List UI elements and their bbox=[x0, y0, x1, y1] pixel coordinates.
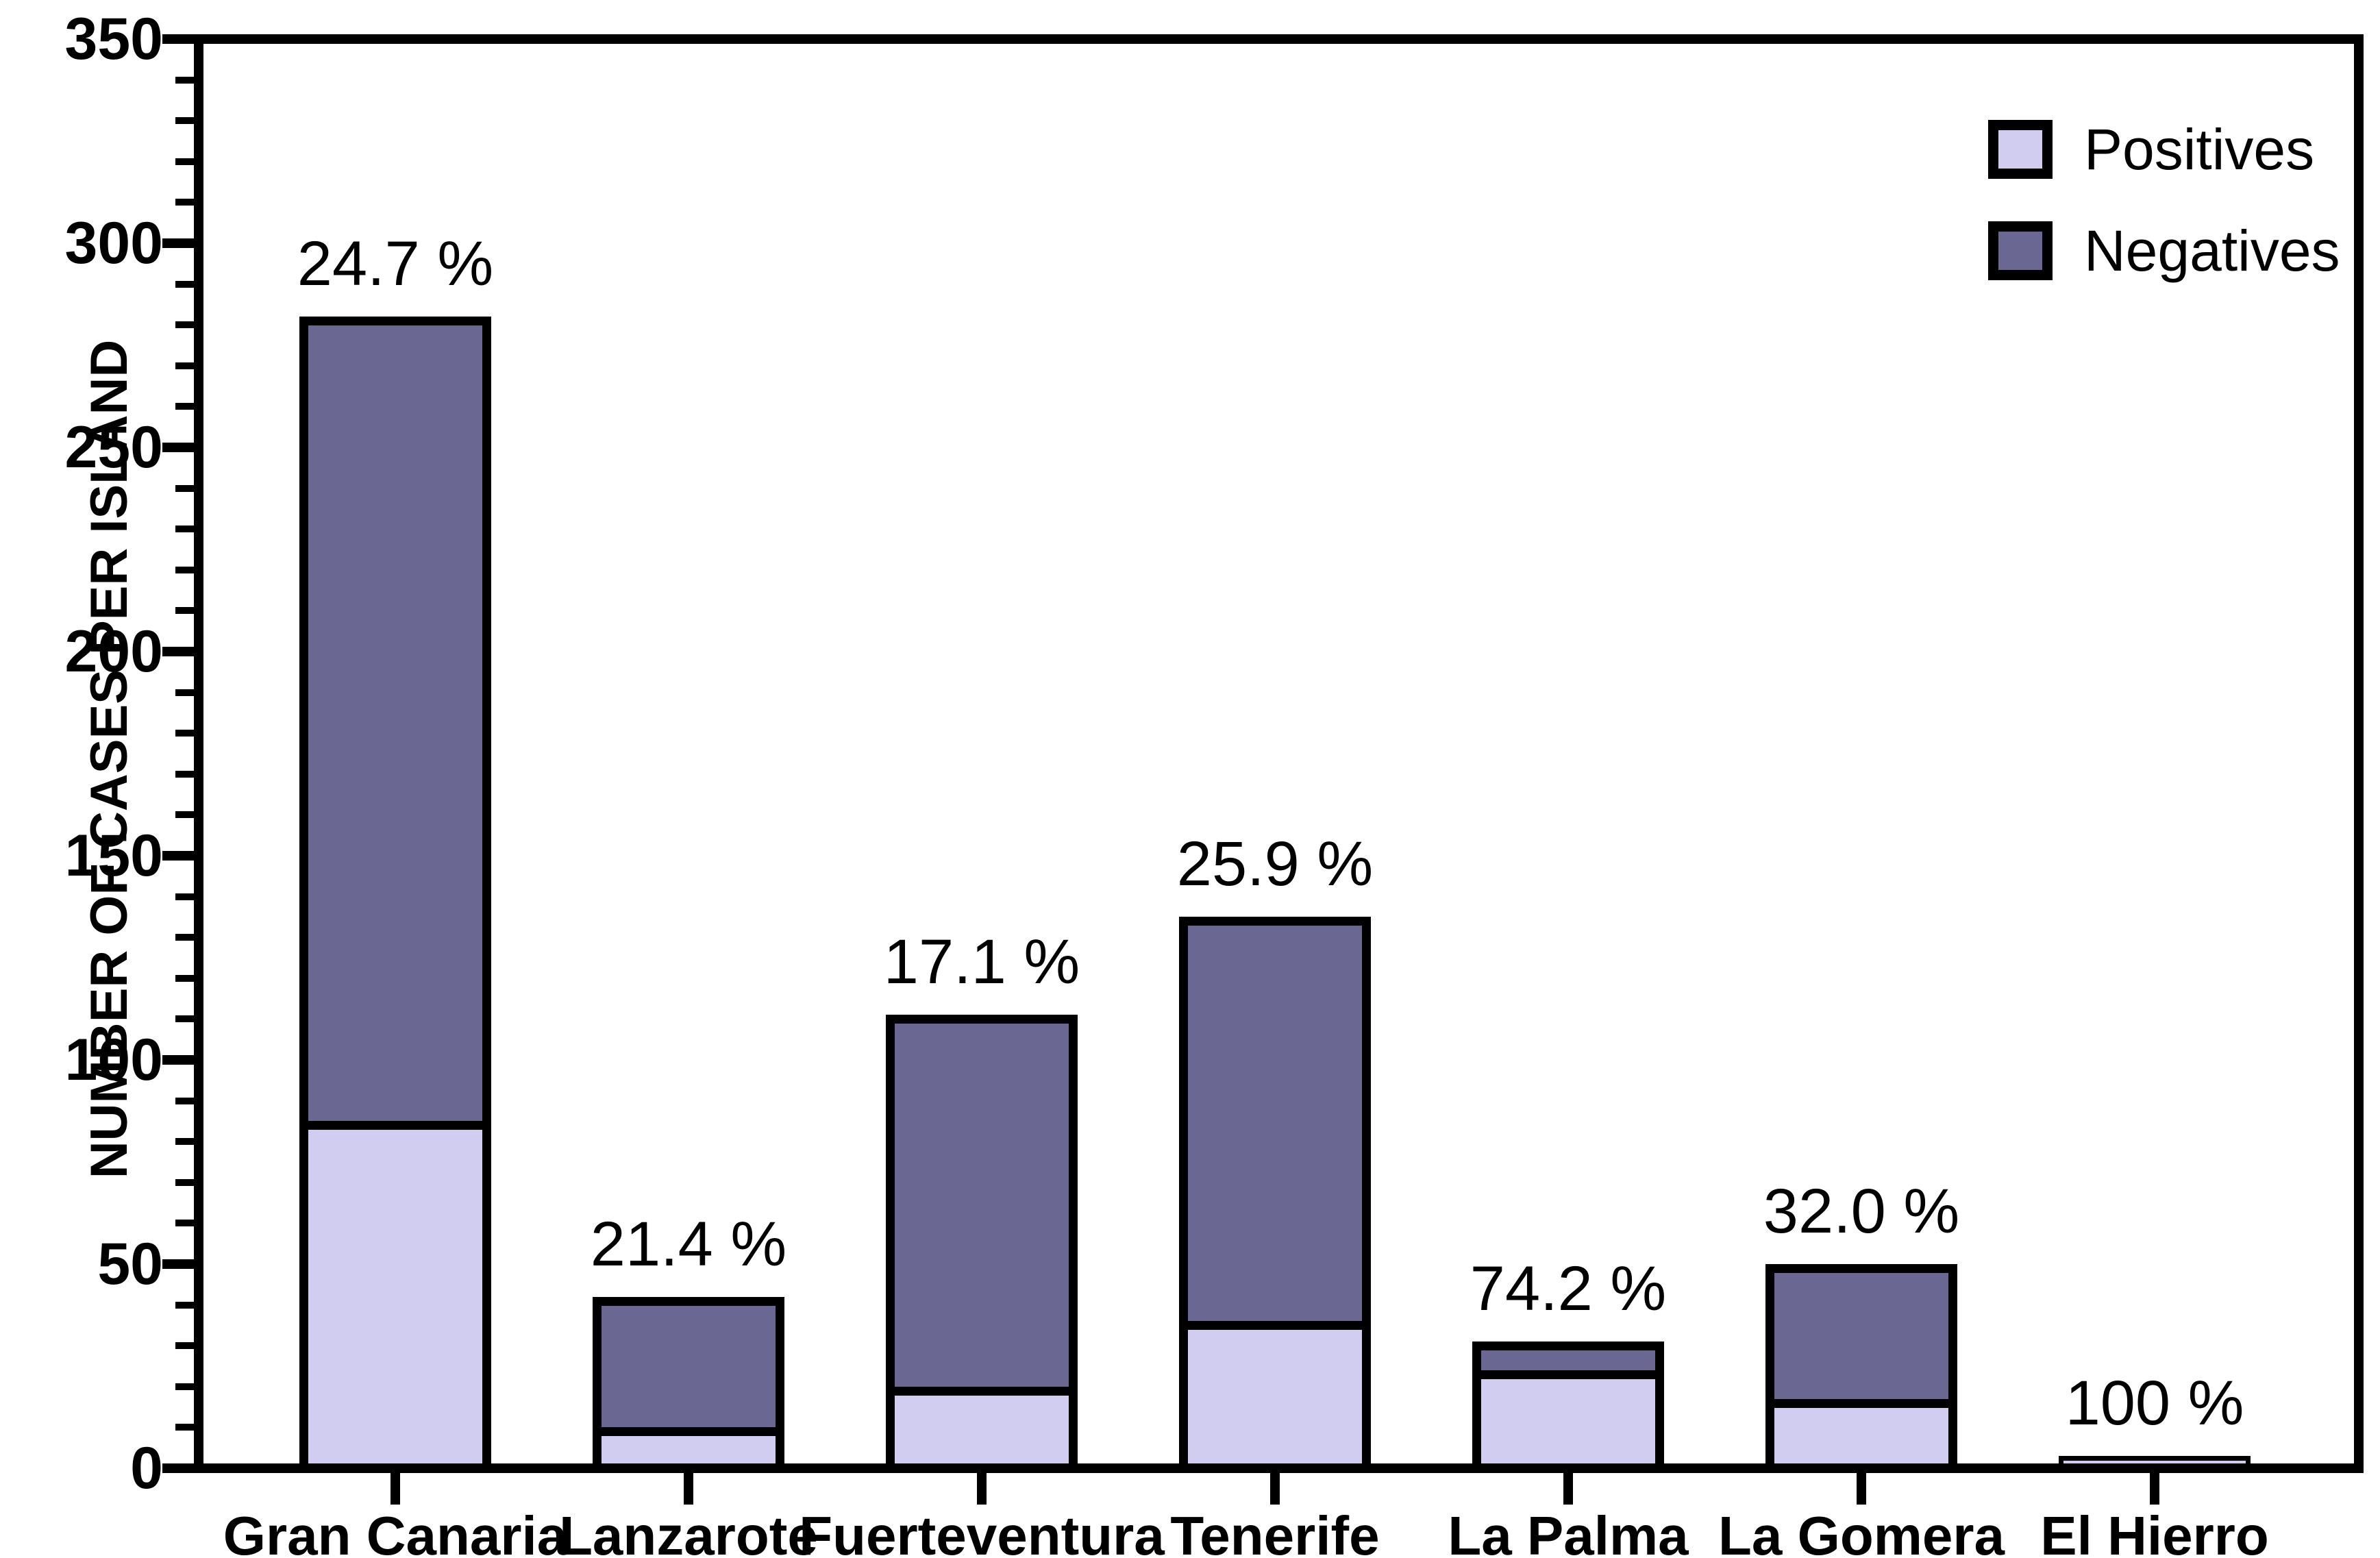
x-axis-line bbox=[194, 1463, 2364, 1473]
y-tick-minor bbox=[175, 1302, 194, 1309]
percent-label: 21.4 % bbox=[590, 1209, 787, 1279]
y-tick-minor bbox=[175, 975, 194, 982]
y-tick-minor bbox=[175, 607, 194, 614]
y-tick-minor bbox=[175, 485, 194, 492]
y-tick-major bbox=[162, 443, 194, 452]
y-tick-minor bbox=[175, 362, 194, 369]
legend-row-negatives: Negatives bbox=[1988, 219, 2340, 282]
percent-label: 24.7 % bbox=[297, 229, 494, 299]
x-axis-label: Fuerteventura bbox=[799, 1505, 1165, 1558]
x-axis-label: El Hierro bbox=[2040, 1505, 2269, 1558]
legend-swatch-positives bbox=[1988, 120, 2053, 179]
y-tick-major bbox=[162, 1463, 194, 1473]
y-tick-minor bbox=[175, 321, 194, 328]
y-tick-minor bbox=[175, 934, 194, 941]
y-tick-minor bbox=[175, 117, 194, 124]
y-tick-major bbox=[162, 34, 194, 44]
x-axis-label: Lanzarote bbox=[559, 1505, 818, 1558]
y-tick-minor bbox=[175, 811, 194, 818]
y-tick-minor bbox=[175, 77, 194, 84]
y-axis-line bbox=[194, 34, 203, 1473]
y-tick-major bbox=[162, 647, 194, 656]
bar-gran-canaria bbox=[299, 317, 491, 1473]
legend-swatch-negatives bbox=[1988, 221, 2053, 280]
x-tick bbox=[684, 1473, 693, 1505]
y-tick-minor bbox=[175, 1342, 194, 1349]
bar-segment-positives bbox=[895, 1387, 1069, 1464]
y-tick-label: 350 bbox=[64, 6, 164, 72]
bar-segment-positives bbox=[308, 1121, 482, 1464]
plot-top-frame bbox=[194, 34, 2364, 44]
y-tick-minor bbox=[175, 525, 194, 532]
x-axis-label: La Gomera bbox=[1718, 1505, 2005, 1558]
x-tick bbox=[1857, 1473, 1866, 1505]
percent-label: 17.1 % bbox=[883, 927, 1080, 997]
y-tick-major bbox=[162, 1259, 194, 1269]
bar-segment-positives bbox=[1774, 1399, 1948, 1464]
legend-row-positives: Positives bbox=[1988, 118, 2340, 181]
y-tick-minor bbox=[175, 567, 194, 573]
percent-label: 32.0 % bbox=[1763, 1176, 1960, 1246]
y-tick-label: 0 bbox=[130, 1435, 163, 1501]
y-tick-minor bbox=[175, 1220, 194, 1226]
bar-fuerteventura bbox=[886, 1015, 1078, 1473]
bar-lanzarote bbox=[593, 1297, 784, 1473]
x-tick bbox=[391, 1473, 400, 1505]
x-tick bbox=[977, 1473, 987, 1505]
legend-label-positives: Positives bbox=[2084, 117, 2315, 182]
y-tick-minor bbox=[175, 281, 194, 288]
y-tick-minor bbox=[175, 893, 194, 900]
y-tick-label: 200 bbox=[64, 619, 164, 684]
y-tick-minor bbox=[175, 730, 194, 737]
x-axis-label: Gran Canaria bbox=[223, 1505, 568, 1558]
x-axis-label: La Palma bbox=[1448, 1505, 1689, 1558]
legend: Positives Negatives bbox=[1988, 118, 2340, 321]
percent-label: 100 % bbox=[2065, 1368, 2244, 1438]
plot-right-frame bbox=[2354, 34, 2364, 1473]
y-tick-minor bbox=[175, 1098, 194, 1104]
y-tick-minor bbox=[175, 403, 194, 410]
y-tick-minor bbox=[175, 1383, 194, 1390]
x-tick bbox=[1270, 1473, 1280, 1505]
y-tick-label: 150 bbox=[64, 823, 164, 889]
bar-la-palma bbox=[1472, 1341, 1664, 1473]
bar-la-gomera bbox=[1765, 1264, 1957, 1473]
x-axis-label: Tenerife bbox=[1170, 1505, 1380, 1558]
y-tick-minor bbox=[175, 689, 194, 696]
y-tick-minor bbox=[175, 771, 194, 778]
percent-label: 25.9 % bbox=[1176, 829, 1374, 899]
y-tick-major bbox=[162, 851, 194, 861]
y-tick-label: 100 bbox=[64, 1027, 164, 1093]
y-tick-minor bbox=[175, 1015, 194, 1022]
y-tick-minor bbox=[175, 199, 194, 206]
y-tick-label: 250 bbox=[64, 415, 164, 480]
y-tick-minor bbox=[175, 1179, 194, 1186]
x-tick bbox=[2150, 1473, 2159, 1505]
bar-segment-positives bbox=[602, 1427, 776, 1464]
bar-tenerife bbox=[1179, 917, 1371, 1473]
y-tick-minor bbox=[175, 1138, 194, 1145]
bar-segment-positives bbox=[1188, 1321, 1362, 1464]
x-tick bbox=[1563, 1473, 1573, 1505]
y-tick-major bbox=[162, 238, 194, 248]
legend-label-negatives: Negatives bbox=[2084, 219, 2340, 283]
y-tick-minor bbox=[175, 158, 194, 165]
bar-segment-positives bbox=[1481, 1370, 1655, 1464]
y-tick-label: 50 bbox=[97, 1231, 163, 1297]
y-tick-major bbox=[162, 1055, 194, 1065]
y-tick-label: 300 bbox=[64, 210, 164, 276]
y-tick-minor bbox=[175, 1424, 194, 1431]
percent-label: 74.2 % bbox=[1470, 1254, 1667, 1324]
